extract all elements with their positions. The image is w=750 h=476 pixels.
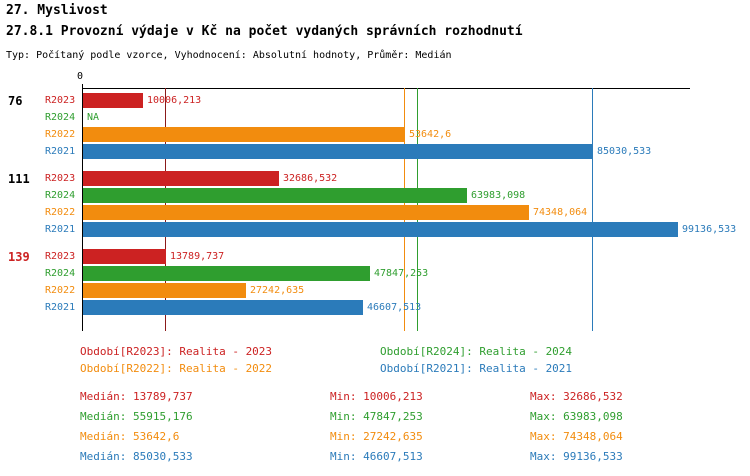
stat-max-r2024: Max: 63983,098 [530,410,623,423]
legend-item-r2023: Období[R2023]: Realita - 2023 [80,345,273,358]
bar-value-label: NA [87,112,100,123]
bar-value-label: 32686,532 [283,173,338,184]
bar-value-label: 10006,213 [147,95,202,106]
series-label-r2021: R2021 [45,224,76,235]
bar-value-label: 47847,253 [374,268,429,279]
bar-value-label: 53642,6 [409,129,452,140]
stat-max-r2021: Max: 99136,533 [530,450,623,463]
series-label-r2022: R2022 [45,207,76,218]
x-axis-zero-label: 0 [77,71,84,82]
group-label: 139 [8,250,30,264]
median-line-r2021 [592,88,593,331]
series-label-r2021: R2021 [45,302,76,313]
bar-value-label: 99136,533 [682,224,737,235]
bar-value-label: 63983,098 [471,190,526,201]
stat-min-r2021: Min: 46607,513 [330,450,423,463]
report-title: 27. Myslivost [6,3,108,18]
stat-min-r2024: Min: 47847,253 [330,410,423,423]
bar-r2022 [83,205,529,220]
series-label-r2024: R2024 [45,112,76,123]
x-axis-zero-tick [82,84,83,88]
bar-r2022 [83,283,246,298]
bar-value-label: 27242,635 [250,285,305,296]
stat-median-r2021: Medián: 85030,533 [80,450,193,463]
indicator-title: 27.8.1 Provozní výdaje v Kč na počet vyd… [6,24,523,39]
meta-line: Typ: Počítaný podle vzorce, Vyhodnocení:… [6,50,452,61]
group-label: 76 [8,94,23,108]
stat-median-r2023: Medián: 13789,737 [80,390,193,403]
series-label-r2022: R2022 [45,129,76,140]
y-axis-line [82,88,83,331]
bar-r2023 [83,93,143,108]
stat-max-r2022: Max: 74348,064 [530,430,623,443]
stat-min-r2022: Min: 27242,635 [330,430,423,443]
legend-item-r2024: Období[R2024]: Realita - 2024 [380,345,573,358]
stat-max-r2023: Max: 32686,532 [530,390,623,403]
bar-r2022 [83,127,405,142]
bar-r2021 [83,144,593,159]
series-label-r2023: R2023 [45,173,76,184]
series-label-r2024: R2024 [45,268,76,279]
series-label-r2023: R2023 [45,95,76,106]
bar-value-label: 13789,737 [170,251,225,262]
bar-value-label: 74348,064 [533,207,588,218]
bar-r2023 [83,171,279,186]
legend-item-r2022: Období[R2022]: Realita - 2022 [80,362,273,375]
series-label-r2023: R2023 [45,251,76,262]
bar-r2024 [83,266,370,281]
series-label-r2024: R2024 [45,190,76,201]
bar-r2021 [83,300,363,315]
series-label-r2022: R2022 [45,285,76,296]
bar-r2021 [83,222,678,237]
bar-value-label: 46607,513 [367,302,422,313]
x-axis-line [82,88,690,89]
bar-r2023 [83,249,166,264]
stat-median-r2022: Medián: 53642,6 [80,430,180,443]
legend-item-r2021: Období[R2021]: Realita - 2021 [380,362,573,375]
group-label: 111 [8,172,30,186]
series-label-r2021: R2021 [45,146,76,157]
bar-r2024 [83,188,467,203]
stat-median-r2024: Medián: 55915,176 [80,410,193,423]
bar-value-label: 85030,533 [597,146,652,157]
stat-min-r2023: Min: 10006,213 [330,390,423,403]
